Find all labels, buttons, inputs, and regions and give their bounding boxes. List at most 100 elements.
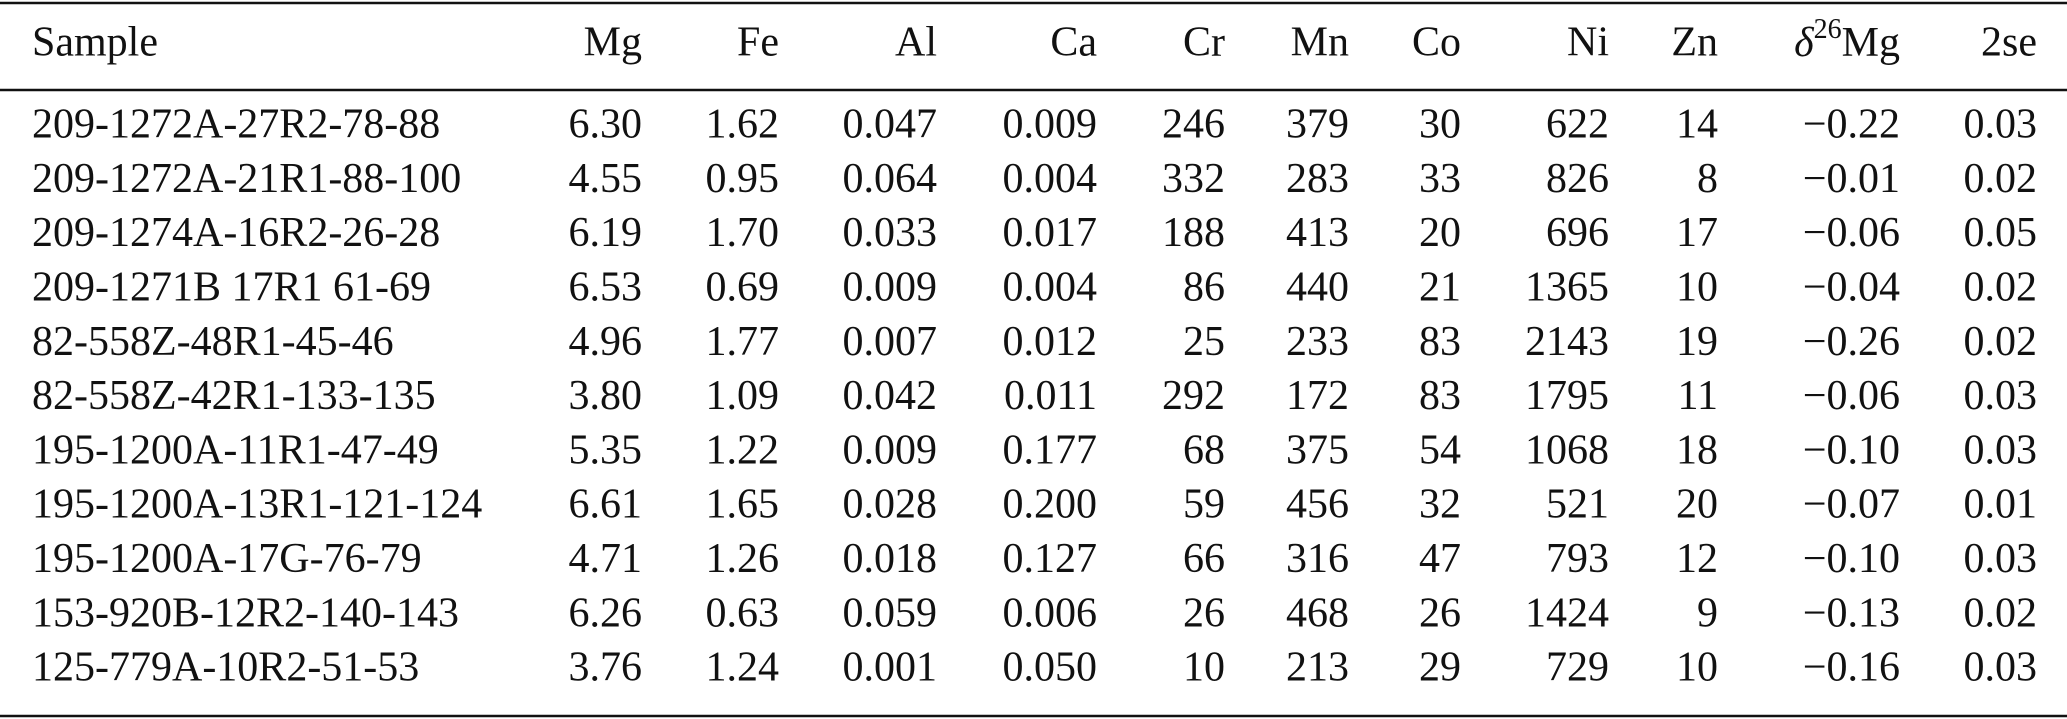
table-cell: −0.01 (1803, 156, 1900, 202)
table-cell: 0.02 (1964, 265, 2038, 311)
table-cell: 283 (1286, 156, 1349, 202)
table-cell: 172 (1286, 373, 1349, 419)
sample-name: 195-1200A-17G-76-79 (32, 536, 422, 582)
table-cell: −0.07 (1803, 482, 1900, 528)
table-cell: 696 (1546, 210, 1609, 256)
table-cell: 413 (1286, 210, 1349, 256)
table-cell: 826 (1546, 156, 1609, 202)
table-cell: 0.03 (1964, 536, 2038, 582)
table-cell: 10 (1183, 645, 1225, 691)
sample-name: 195-1200A-11R1-47-49 (32, 427, 439, 473)
column-header: Co (1412, 20, 1461, 66)
table-cell: −0.06 (1803, 210, 1900, 256)
header-superscript: 26 (1814, 14, 1842, 45)
table-cell: 83 (1419, 373, 1461, 419)
table-cell: 1.70 (706, 210, 780, 256)
table-cell: 0.004 (1003, 156, 1098, 202)
table-cell: −0.10 (1803, 536, 1900, 582)
sample-name: 209-1272A-27R2-78-88 (32, 102, 440, 148)
column-header: Zn (1671, 20, 1718, 66)
table-cell: −0.10 (1803, 427, 1900, 473)
table-cell: 521 (1546, 482, 1609, 528)
table-cell: 19 (1676, 319, 1718, 365)
table-cell: 0.200 (1003, 482, 1098, 528)
table-cell: 0.009 (1003, 102, 1098, 148)
sample-name: 82-558Z-42R1-133-135 (32, 373, 436, 419)
table-cell: 6.30 (569, 102, 643, 148)
table-cell: −0.04 (1803, 265, 1900, 311)
table-cell: 292 (1162, 373, 1225, 419)
table-cell: 0.177 (1003, 427, 1098, 473)
table-cell: 1.62 (706, 102, 780, 148)
table-cell: 1.22 (706, 427, 780, 473)
table-cell: 4.71 (569, 536, 643, 582)
table-cell: 468 (1286, 590, 1349, 636)
table-cell: 188 (1162, 210, 1225, 256)
table-cell: 18 (1676, 427, 1718, 473)
table-cell: 0.63 (706, 590, 780, 636)
table-cell: 793 (1546, 536, 1609, 582)
table-cell: 86 (1183, 265, 1225, 311)
table-cell: 4.96 (569, 319, 643, 365)
table-cell: 0.03 (1964, 102, 2038, 148)
table-cell: 0.042 (843, 373, 938, 419)
table-cell: 1068 (1525, 427, 1609, 473)
table-cell: 233 (1286, 319, 1349, 365)
table-cell: 47 (1419, 536, 1461, 582)
table-cell: 25 (1183, 319, 1225, 365)
table-cell: 9 (1697, 590, 1718, 636)
table-cell: 10 (1676, 265, 1718, 311)
table-cell: −0.26 (1803, 319, 1900, 365)
table-cell: 14 (1676, 102, 1718, 148)
table-cell: 1.65 (706, 482, 780, 528)
table-cell: 66 (1183, 536, 1225, 582)
table-cell: 0.02 (1964, 319, 2038, 365)
table-cell: 6.26 (569, 590, 643, 636)
table-cell: 68 (1183, 427, 1225, 473)
header-symbol: δ (1794, 20, 1815, 66)
table-cell: 26 (1183, 590, 1225, 636)
table-cell: 375 (1286, 427, 1349, 473)
table-cell: 3.76 (569, 645, 643, 691)
table-cell: 0.050 (1003, 645, 1098, 691)
table-cell: 3.80 (569, 373, 643, 419)
table-cell: 0.03 (1964, 427, 2038, 473)
header-text: Mg (1842, 20, 1900, 66)
table-cell: 0.059 (843, 590, 938, 636)
table-cell: 729 (1546, 645, 1609, 691)
table-cell: 0.05 (1964, 210, 2038, 256)
table-cell: −0.22 (1803, 102, 1900, 148)
sample-name: 82-558Z-48R1-45-46 (32, 319, 394, 365)
table-cell: 1424 (1525, 590, 1609, 636)
column-header: Sample (32, 20, 158, 66)
table-cell: 0.064 (843, 156, 938, 202)
table-cell: 6.61 (569, 482, 643, 528)
table-cell: 0.001 (843, 645, 938, 691)
sample-name: 209-1274A-16R2-26-28 (32, 210, 440, 256)
table-cell: 0.03 (1964, 373, 2038, 419)
table-cell: 0.69 (706, 265, 780, 311)
column-header: Mg (584, 20, 642, 66)
table-cell: 1.26 (706, 536, 780, 582)
table-cell: 0.047 (843, 102, 938, 148)
table-cell: 0.006 (1003, 590, 1098, 636)
table-cell: 0.033 (843, 210, 938, 256)
table-cell: 456 (1286, 482, 1349, 528)
table-cell: 32 (1419, 482, 1461, 528)
table-cell: 0.95 (706, 156, 780, 202)
table-cell: 2143 (1525, 319, 1609, 365)
table-cell: 1365 (1525, 265, 1609, 311)
sample-name: 153-920B-12R2-140-143 (32, 590, 459, 636)
table-cell: 1.24 (706, 645, 780, 691)
table-cell: 0.03 (1964, 645, 2038, 691)
column-header: Cr (1183, 20, 1225, 66)
column-header: Mn (1291, 20, 1349, 66)
column-header: δ26Mg (1794, 14, 1900, 65)
table-cell: 316 (1286, 536, 1349, 582)
sample-name: 209-1272A-21R1-88-100 (32, 156, 461, 202)
table-cell: 622 (1546, 102, 1609, 148)
table-cell: −0.06 (1803, 373, 1900, 419)
table-cell: 21 (1419, 265, 1461, 311)
table-cell: 0.007 (843, 319, 938, 365)
